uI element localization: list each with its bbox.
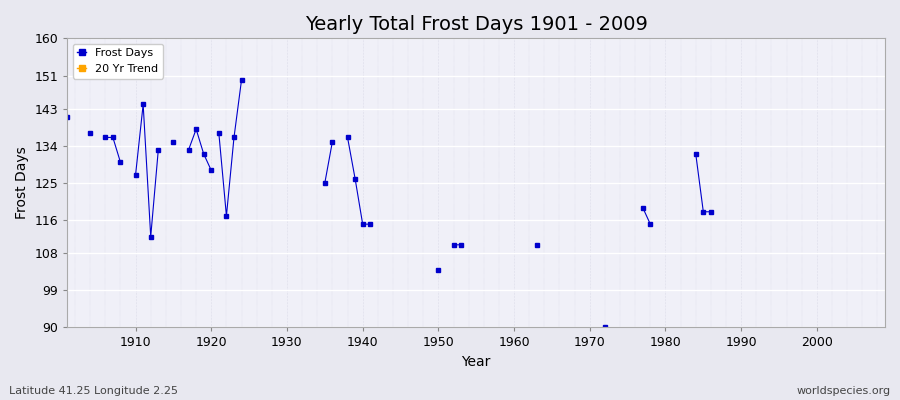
Text: Latitude 41.25 Longitude 2.25: Latitude 41.25 Longitude 2.25 xyxy=(9,386,178,396)
X-axis label: Year: Year xyxy=(462,355,490,369)
Title: Yearly Total Frost Days 1901 - 2009: Yearly Total Frost Days 1901 - 2009 xyxy=(305,15,648,34)
Text: worldspecies.org: worldspecies.org xyxy=(796,386,891,396)
Legend: Frost Days, 20 Yr Trend: Frost Days, 20 Yr Trend xyxy=(73,44,163,78)
Y-axis label: Frost Days: Frost Days xyxy=(15,146,29,219)
